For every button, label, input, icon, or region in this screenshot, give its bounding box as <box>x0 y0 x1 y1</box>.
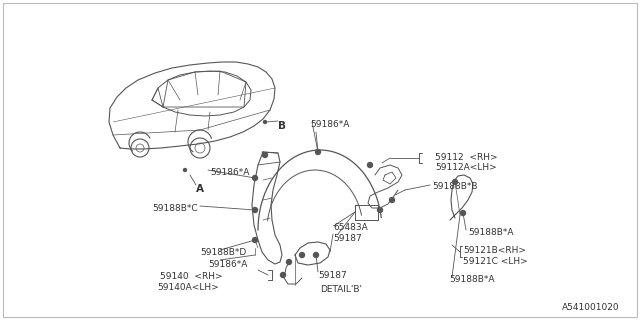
Circle shape <box>253 207 257 212</box>
Text: 59112A<LH>: 59112A<LH> <box>435 163 497 172</box>
Text: 59188B*D: 59188B*D <box>200 248 246 257</box>
Text: 59187: 59187 <box>318 271 347 280</box>
Circle shape <box>287 260 291 265</box>
Text: 65483A: 65483A <box>333 223 368 232</box>
Circle shape <box>253 175 257 180</box>
Text: 59140  <RH>: 59140 <RH> <box>160 272 223 281</box>
Circle shape <box>264 121 266 124</box>
Text: DETAIL'B': DETAIL'B' <box>320 285 362 294</box>
Text: 59112  <RH>: 59112 <RH> <box>435 153 498 162</box>
Circle shape <box>262 153 268 157</box>
Circle shape <box>367 163 372 167</box>
Circle shape <box>378 207 383 212</box>
Circle shape <box>314 252 319 258</box>
Text: A541001020: A541001020 <box>563 303 620 312</box>
Circle shape <box>300 252 305 258</box>
Text: 59187: 59187 <box>333 234 362 243</box>
Text: 59140A<LH>: 59140A<LH> <box>157 283 219 292</box>
Circle shape <box>253 237 257 243</box>
Circle shape <box>452 180 458 185</box>
Circle shape <box>280 273 285 277</box>
Text: 59186*A: 59186*A <box>208 260 248 269</box>
Circle shape <box>316 149 321 155</box>
Text: 59186*A: 59186*A <box>210 168 250 177</box>
Text: 59188B*C: 59188B*C <box>152 204 198 213</box>
Circle shape <box>184 169 186 172</box>
Text: B: B <box>278 121 286 131</box>
Text: 59121B<RH>: 59121B<RH> <box>463 246 526 255</box>
Text: 59188B*B: 59188B*B <box>432 182 477 191</box>
Text: 59121C <LH>: 59121C <LH> <box>463 257 528 266</box>
Text: 59186*A: 59186*A <box>310 120 349 129</box>
Circle shape <box>461 211 465 215</box>
Text: 59188B*A: 59188B*A <box>449 275 495 284</box>
Text: A: A <box>196 184 204 194</box>
Text: 59188B*A: 59188B*A <box>468 228 513 237</box>
Circle shape <box>390 197 394 203</box>
